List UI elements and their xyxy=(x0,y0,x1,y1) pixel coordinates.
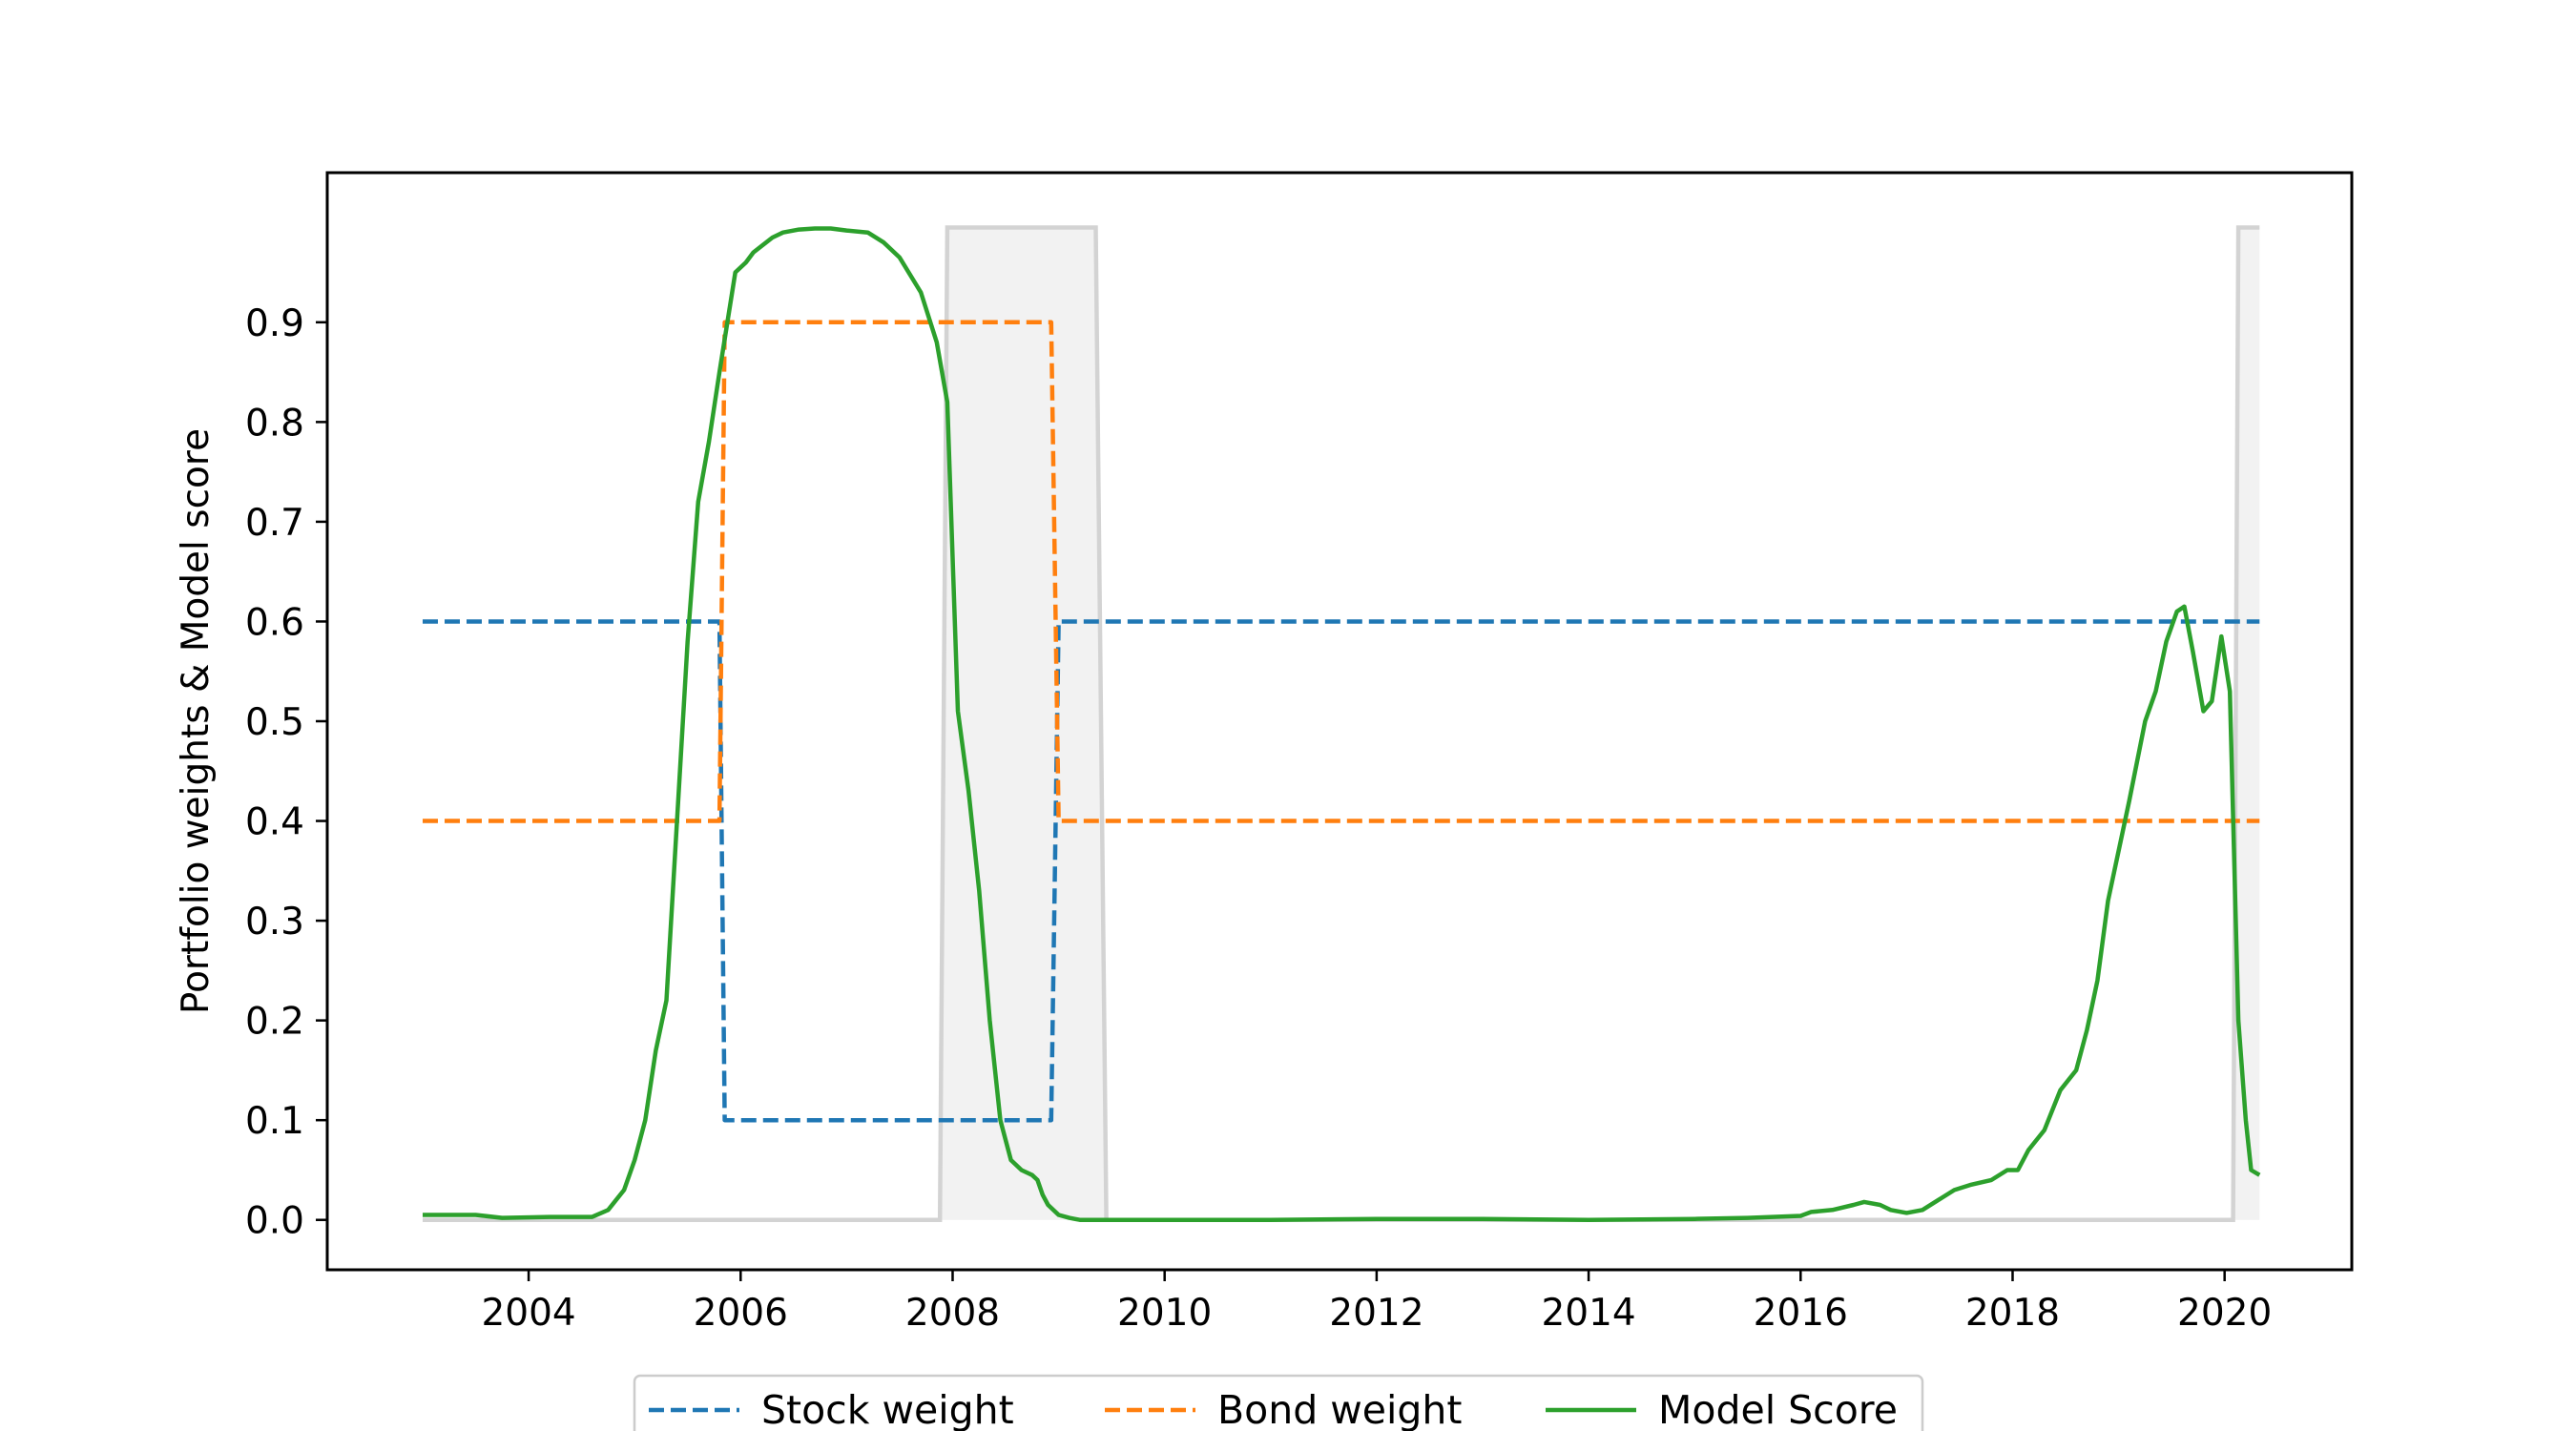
x-tick-label: 2008 xyxy=(905,1292,1000,1335)
y-tick-label: 0.7 xyxy=(245,502,304,545)
shaded-region-outline xyxy=(423,225,2260,1222)
y-axis: 0.0 0.1 0.2 0.3 0.4 0.5 0.6 0.7 0.8 0.9 xyxy=(245,302,327,1243)
shaded-region-layer xyxy=(423,225,2260,1222)
legend-label-model-score: Model Score xyxy=(1658,1387,1898,1431)
x-tick-label: 2012 xyxy=(1329,1292,1423,1335)
x-tick-label: 2010 xyxy=(1117,1292,1212,1335)
y-tick-label: 0.4 xyxy=(245,801,304,844)
series-line-model-score xyxy=(423,226,2261,1222)
series-line-bond-weight xyxy=(423,320,2260,823)
y-tick-label: 0.1 xyxy=(245,1100,304,1143)
x-tick-label: 2018 xyxy=(1965,1292,2060,1335)
legend-box xyxy=(633,1374,1924,1431)
legend: Stock weight Bond weight Model Score xyxy=(633,1374,1924,1431)
y-tick-label: 0.2 xyxy=(245,1001,304,1044)
y-tick-label: 0.8 xyxy=(245,402,304,445)
y-tick-label: 0.9 xyxy=(245,302,304,345)
y-tick-label: 0.6 xyxy=(245,601,304,644)
series-line-stock-weight xyxy=(423,619,2260,1123)
series-layer xyxy=(423,226,2261,1222)
y-tick-label: 0.0 xyxy=(245,1200,304,1243)
plot-area xyxy=(423,225,2261,1222)
x-tick-label: 2016 xyxy=(1754,1292,1848,1335)
x-tick-label: 2004 xyxy=(481,1292,575,1335)
x-tick-label: 2006 xyxy=(694,1292,788,1335)
x-tick-label: 2020 xyxy=(2177,1292,2272,1335)
y-tick-label: 0.5 xyxy=(245,701,304,744)
x-tick-label: 2014 xyxy=(1541,1292,1635,1335)
legend-label-bond-weight: Bond weight xyxy=(1217,1387,1463,1431)
y-axis-label: Portfolio weights & Model score xyxy=(175,428,218,1014)
x-axis: 2004 2006 2008 2010 2012 2014 2016 2018 2020 xyxy=(481,1270,2272,1335)
legend-label-stock-weight: Stock weight xyxy=(761,1387,1014,1431)
y-tick-label: 0.3 xyxy=(245,901,304,944)
